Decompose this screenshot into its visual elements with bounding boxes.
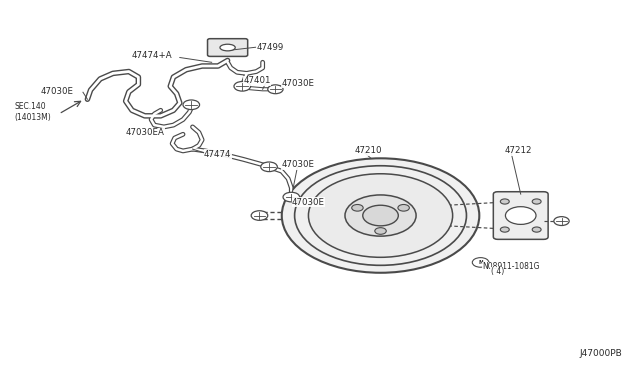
- Text: ( 4): ( 4): [491, 267, 504, 276]
- FancyBboxPatch shape: [493, 192, 548, 239]
- Text: 47030E: 47030E: [292, 198, 325, 207]
- Ellipse shape: [363, 205, 398, 226]
- Text: 47212: 47212: [505, 147, 532, 155]
- Circle shape: [554, 217, 569, 225]
- Text: 47499: 47499: [256, 43, 284, 52]
- Circle shape: [500, 227, 509, 232]
- Text: 47030EA: 47030EA: [125, 128, 164, 137]
- Circle shape: [398, 205, 410, 211]
- Circle shape: [375, 228, 387, 234]
- Circle shape: [260, 162, 277, 171]
- Text: 47030E: 47030E: [41, 87, 74, 96]
- Text: 47474: 47474: [204, 150, 232, 159]
- Text: SEC.140
(14013M): SEC.140 (14013M): [14, 102, 51, 122]
- Circle shape: [234, 81, 250, 91]
- Text: J47000PB: J47000PB: [580, 349, 623, 358]
- Ellipse shape: [220, 44, 236, 51]
- Circle shape: [268, 85, 283, 94]
- Ellipse shape: [506, 207, 536, 224]
- Text: 47210: 47210: [355, 147, 383, 155]
- Circle shape: [472, 258, 489, 267]
- Text: 47401: 47401: [244, 76, 271, 85]
- Text: 47030E: 47030E: [282, 79, 315, 88]
- Circle shape: [500, 199, 509, 204]
- Ellipse shape: [345, 195, 416, 236]
- Circle shape: [251, 211, 268, 220]
- Circle shape: [352, 205, 363, 211]
- Circle shape: [532, 199, 541, 204]
- Text: 47030E: 47030E: [282, 160, 315, 169]
- Circle shape: [283, 192, 300, 202]
- Text: N08911-1081G: N08911-1081G: [483, 262, 540, 271]
- Ellipse shape: [294, 166, 467, 265]
- Ellipse shape: [282, 158, 479, 273]
- Circle shape: [532, 227, 541, 232]
- Ellipse shape: [308, 174, 452, 257]
- Circle shape: [183, 100, 200, 110]
- FancyBboxPatch shape: [207, 39, 248, 57]
- Text: 47474+A: 47474+A: [132, 51, 173, 60]
- Text: N: N: [478, 260, 483, 265]
